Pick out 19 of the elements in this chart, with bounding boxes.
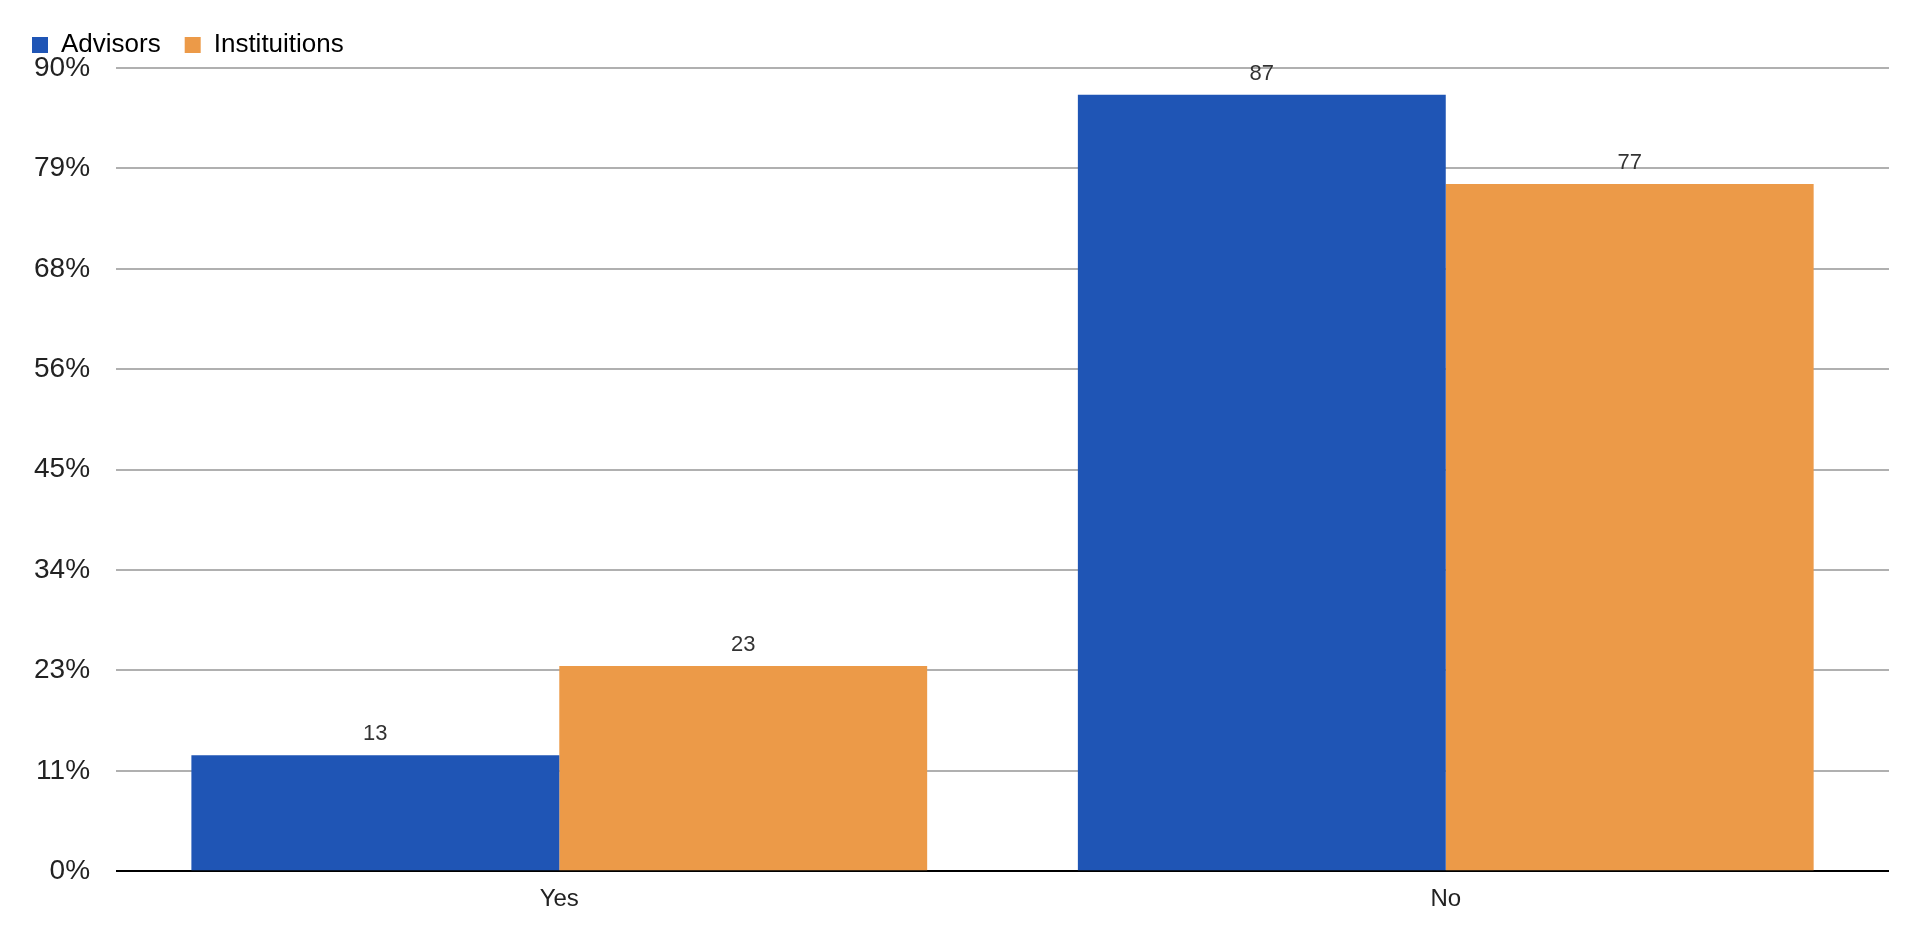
bar [191, 755, 560, 871]
data-label: 13 [363, 720, 388, 746]
bar [559, 665, 928, 871]
data-label: 23 [730, 631, 756, 656]
y-tick-label: 0% [49, 853, 91, 885]
y-tick-label: 79% [33, 151, 91, 183]
bar [1445, 184, 1814, 871]
bar [1077, 94, 1446, 871]
legend-label: Instituitions [213, 28, 344, 59]
x-tick-label: Yes [539, 884, 579, 912]
y-tick-label: 56% [33, 351, 91, 383]
y-tick-label: 34% [33, 552, 91, 584]
y-tick-label: 23% [33, 653, 91, 685]
data-label: 87 [1249, 59, 1275, 85]
y-tick-label: 11% [36, 753, 91, 785]
y-tick-label: 45% [33, 452, 91, 484]
y-tick-label: 68% [33, 251, 91, 283]
x-tick-label: No [1430, 884, 1462, 912]
data-label: 77 [1617, 149, 1642, 175]
